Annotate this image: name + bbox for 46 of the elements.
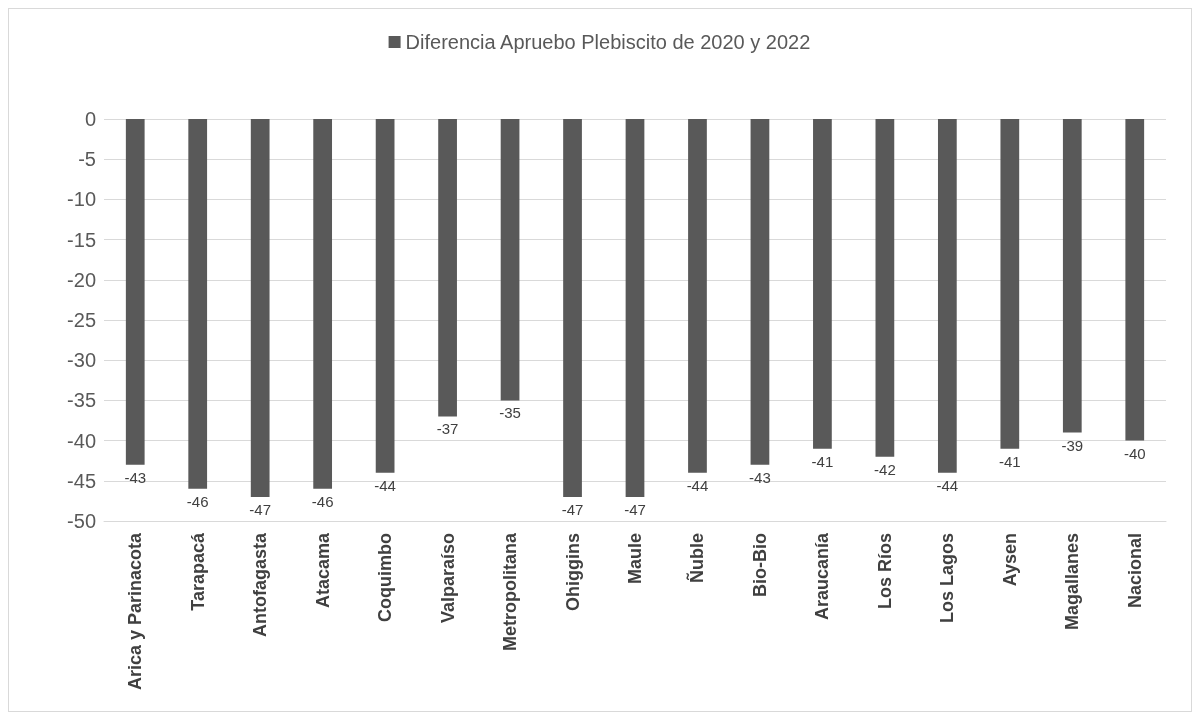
y-tick-label: -35 (67, 389, 96, 412)
x-tick-label: Antofagasta (250, 532, 271, 638)
y-tick-label: -30 (67, 349, 96, 372)
data-label: -37 (436, 420, 459, 438)
y-tick-label: -20 (67, 268, 96, 291)
x-tick-label: Metropolitana (500, 532, 521, 652)
x-tick-label: Ñuble (686, 533, 708, 584)
data-label: -40 (1123, 444, 1146, 462)
data-label: -46 (186, 492, 209, 510)
x-tick-label: Valparaíso (437, 533, 458, 624)
x-tick-label: Ohiggins (562, 533, 583, 611)
x-tick-label: Araucanía (812, 532, 833, 621)
data-label: -35 (499, 404, 521, 422)
data-label: -44 (686, 476, 709, 494)
data-label: -43 (124, 468, 147, 486)
legend-label: Diferencia Apruebo Plebiscito de 2020 y 2022 (405, 31, 811, 53)
data-label: -41 (998, 452, 1021, 470)
y-tick-label: -15 (67, 228, 96, 251)
y-tick-label: -45 (67, 469, 96, 492)
y-tick-label: -10 (67, 188, 96, 211)
x-tick-label: Bio-Bio (749, 533, 770, 597)
y-tick-label: 0 (84, 108, 96, 130)
x-tick-label: Tarapacá (187, 532, 208, 611)
x-tick-label: Nacional (1124, 533, 1145, 609)
data-label: -39 (1061, 436, 1084, 454)
data-label: -42 (874, 460, 896, 478)
data-label: -47 (561, 500, 584, 518)
data-label: -43 (749, 468, 771, 486)
data-label: -47 (249, 500, 272, 518)
y-tick-label: -50 (67, 510, 96, 532)
y-tick-label: -5 (78, 148, 96, 171)
y-tick-label: -25 (67, 309, 96, 331)
data-label: -41 (811, 452, 834, 470)
x-tick-label: Magallanes (1062, 533, 1083, 631)
data-label: -44 (936, 476, 959, 494)
x-tick-label: Coquimbo (375, 533, 396, 622)
x-tick-label: Aysen (999, 533, 1020, 587)
data-label: -47 (624, 500, 646, 518)
data-label: -46 (311, 492, 334, 510)
y-tick-label: -40 (67, 429, 96, 452)
data-label: -44 (374, 476, 396, 494)
x-tick-label: Los Ríos (874, 533, 895, 610)
x-tick-label: Arica y Parinacota (125, 532, 146, 691)
x-tick-label: Los Lagos (937, 533, 958, 624)
x-tick-label: Maule (625, 533, 645, 585)
x-tick-label: Atacama (312, 532, 333, 609)
